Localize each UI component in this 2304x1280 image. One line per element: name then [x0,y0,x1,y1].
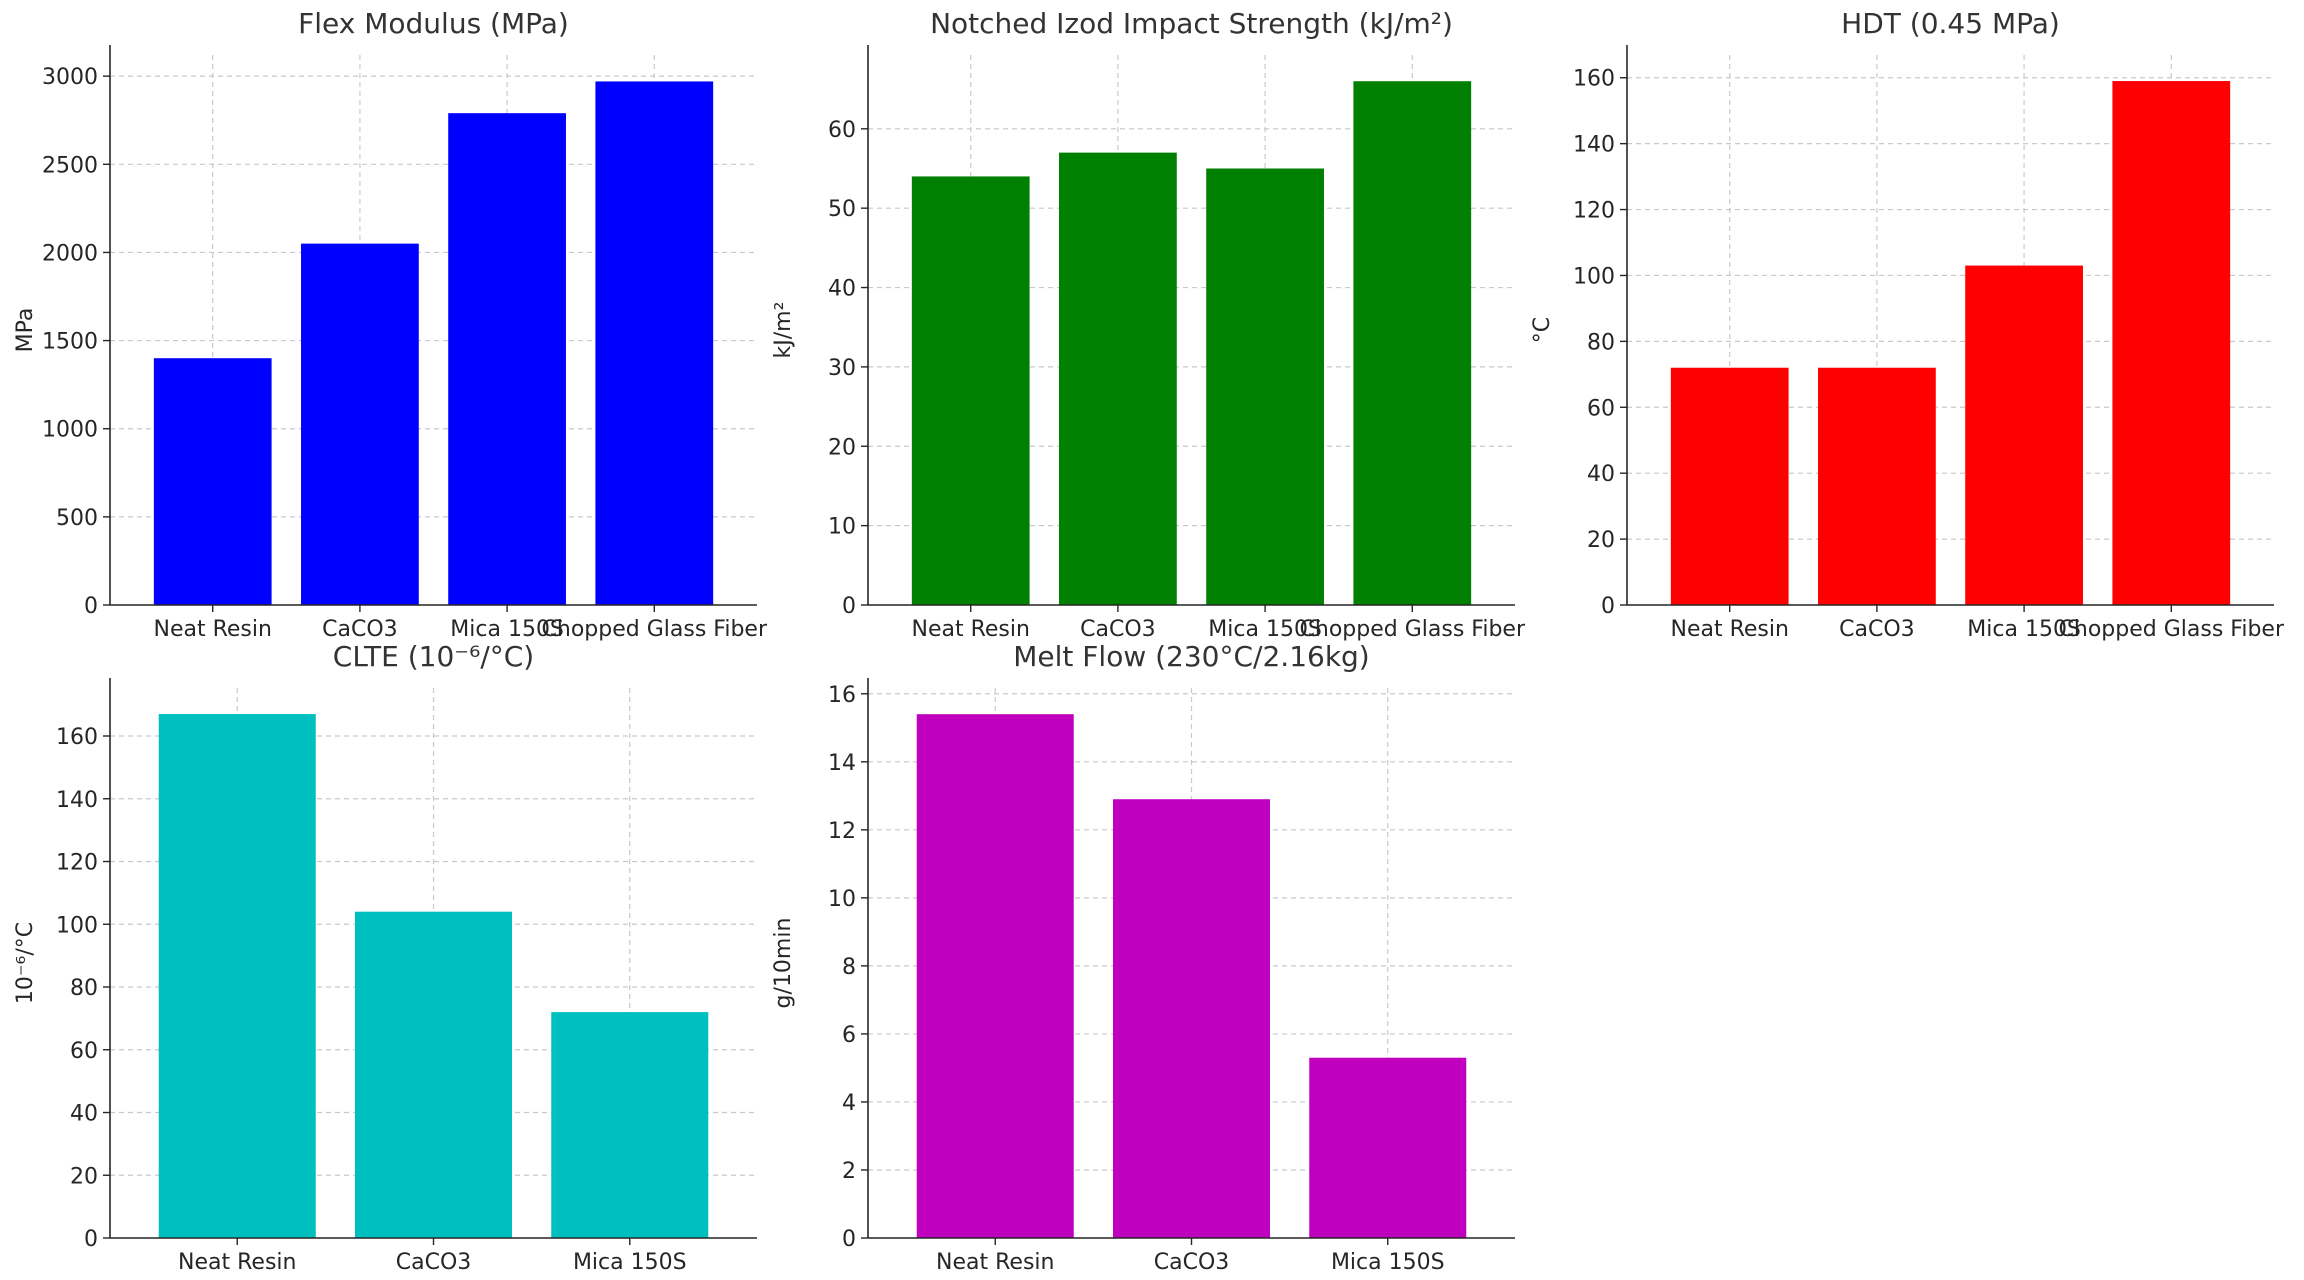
clte-ylabel: 10⁻⁶/°C [13,922,38,1004]
clte-ytick-label: 40 [70,1102,98,1127]
hdt-xtick-label: Chopped Glass Fiber [2059,617,2285,642]
melt-flow-bar-neat-resin [916,714,1074,1238]
melt-flow-ytick-label: 6 [842,1023,856,1048]
melt-flow-chart: 0 2 4 6 8 10 12 14 16 Neat Resin CaCO3 Mica 150S Mel… [771,640,1515,1275]
flex-modulus-ytick-label: 1500 [42,330,98,355]
clte-ytick-label: 60 [70,1039,98,1064]
clte-ytick-label: 120 [56,851,98,876]
clte-ytick-label: 100 [56,913,98,938]
flex-modulus-bar-chopped-glass-fiber [595,81,714,605]
clte-ytick-label: 80 [70,976,98,1001]
melt-flow-ytick-label: 4 [842,1091,856,1116]
izod-impact-xtick-label: CaCO3 [1080,617,1156,642]
hdt-bar-chopped-glass-fiber [2112,81,2231,605]
hdt-ytick-label: 60 [1587,396,1615,421]
clte-xtick-label: Neat Resin [178,1250,296,1275]
hdt-xtick-label: CaCO3 [1839,617,1915,642]
hdt-bar-caco3 [1818,367,1936,605]
izod-impact-bar-chopped-glass-fiber [1353,81,1472,605]
hdt-ytick-label: 0 [1601,594,1615,619]
izod-impact-ytick-label: 50 [828,197,856,222]
hdt-ytick-label: 100 [1573,264,1615,289]
flex-modulus-ytick-label: 1000 [42,418,98,443]
hdt-bar-neat-resin [1670,367,1789,605]
hdt-ylabel: °C [1530,317,1555,343]
izod-impact-ytick-label: 30 [828,356,856,381]
clte-title: CLTE (10⁻⁶/°C) [333,640,534,673]
izod-impact-chart: 0 10 20 30 40 50 60 Neat Resin CaCO3 Mica 150SCho… [771,7,1526,642]
flex-modulus-xtick-label: Mica 150S [450,617,564,642]
hdt-bar-mica-150s [1965,265,2083,605]
clte-ytick-label: 20 [70,1164,98,1189]
izod-impact-ytick-label: 0 [842,594,856,619]
izod-impact-xtick-label: Mica 150S [1208,617,1322,642]
hdt-xtick-label: Neat Resin [1670,617,1788,642]
izod-impact-ytick-label: 40 [828,277,856,302]
melt-flow-ytick-label: 8 [842,955,856,980]
izod-impact-ylabel: kJ/m² [771,302,796,359]
melt-flow-ytick-label: 14 [828,751,856,776]
clte-ytick-label: 140 [56,788,98,813]
melt-flow-title: Melt Flow (230°C/2.16kg) [1013,640,1369,673]
flex-modulus-ytick-label: 500 [56,506,98,531]
melt-flow-ytick-label: 12 [828,819,856,844]
hdt-ytick-label: 120 [1573,199,1615,224]
izod-impact-bar-mica-150s [1206,168,1324,605]
flex-modulus-xtick-label: CaCO3 [322,617,398,642]
flex-modulus-ylabel: MPa [13,308,38,353]
melt-flow-ytick-label: 2 [842,1159,856,1184]
flex-modulus-bar-caco3 [301,243,419,605]
clte-xtick-label: CaCO3 [396,1250,472,1275]
flex-modulus-ytick-label: 2000 [42,241,98,266]
flex-modulus-ytick-label: 3000 [42,65,98,90]
flex-modulus-ytick-label: 0 [84,594,98,619]
hdt-ytick-label: 40 [1587,462,1615,487]
melt-flow-ytick-label: 10 [828,887,856,912]
flex-modulus-ytick-label: 2500 [42,153,98,178]
hdt-chart: 0 20 40 60 80 100 120 140 160 Neat Resin CaCO3 Mica… [1530,7,2285,642]
flex-modulus-xtick-label: Chopped Glass Fiber [542,617,768,642]
clte-bar-caco3 [354,911,513,1238]
clte-ytick-label: 160 [56,725,98,750]
clte-ytick-label: 0 [84,1227,98,1252]
hdt-ytick-label: 140 [1573,133,1615,158]
izod-impact-xtick-label: Chopped Glass Fiber [1300,617,1526,642]
flex-modulus-bar-neat-resin [153,358,272,605]
clte-xtick-label: Mica 150S [573,1250,687,1275]
melt-flow-xtick-label: Neat Resin [936,1250,1054,1275]
hdt-xtick-label: Mica 150S [1967,617,2081,642]
clte-bar-mica-150s [551,1012,709,1238]
melt-flow-xtick-label: CaCO3 [1154,1250,1230,1275]
hdt-ytick-label: 20 [1587,528,1615,553]
flex-modulus-title: Flex Modulus (MPa) [298,7,569,40]
melt-flow-ytick-label: 0 [842,1227,856,1252]
hdt-ytick-label: 80 [1587,330,1615,355]
izod-impact-bar-neat-resin [911,176,1030,605]
hdt-title: HDT (0.45 MPa) [1841,7,2060,40]
flex-modulus-chart: 0 500 1000 1500 2000 2500 3000 Neat Resin CaCO3 M… [13,7,768,642]
clte-chart: 0 20 40 60 80 100 120 140 160 Neat Resin CaCO3 Mica… [13,640,757,1275]
flex-modulus-bar-mica-150s [448,113,566,605]
izod-impact-xtick-label: Neat Resin [911,617,1029,642]
melt-flow-bar-caco3 [1112,799,1271,1238]
melt-flow-ylabel: g/10min [771,918,796,1009]
izod-impact-ytick-label: 60 [828,118,856,143]
izod-impact-ytick-label: 10 [828,515,856,540]
izod-impact-ytick-label: 20 [828,435,856,460]
melt-flow-ytick-label: 16 [828,683,856,708]
izod-impact-title: Notched Izod Impact Strength (kJ/m²) [930,7,1453,40]
izod-impact-bar-caco3 [1059,152,1177,605]
flex-modulus-xtick-label: Neat Resin [153,617,271,642]
hdt-ytick-label: 160 [1573,67,1615,92]
clte-bar-neat-resin [158,714,316,1238]
melt-flow-bar-mica-150s [1309,1057,1467,1238]
melt-flow-xtick-label: Mica 150S [1331,1250,1445,1275]
